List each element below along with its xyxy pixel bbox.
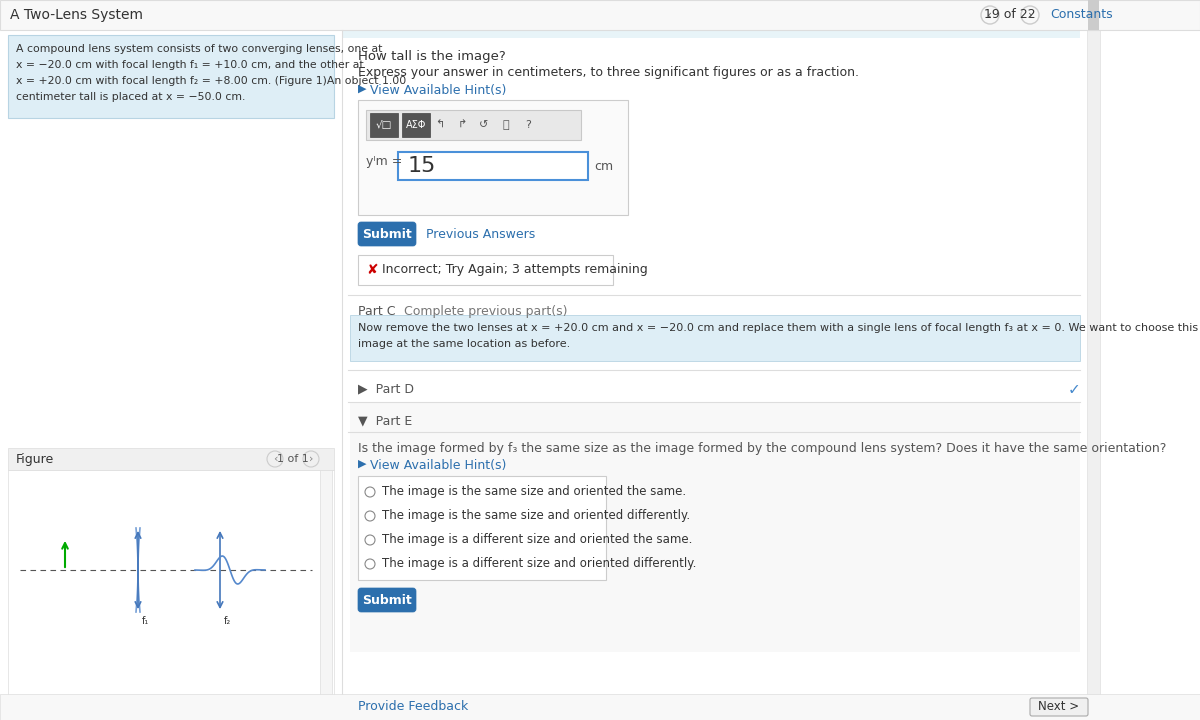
Text: cm: cm xyxy=(594,160,613,173)
Text: ✓: ✓ xyxy=(1068,382,1081,397)
Bar xyxy=(8,470,334,715)
Text: Figure: Figure xyxy=(16,452,54,466)
Text: ‹: ‹ xyxy=(272,454,277,464)
Bar xyxy=(1088,0,1099,30)
Circle shape xyxy=(365,535,374,545)
Text: Constants: Constants xyxy=(1050,9,1112,22)
Bar xyxy=(8,448,334,470)
Bar xyxy=(358,476,606,580)
Text: Previous Answers: Previous Answers xyxy=(426,228,535,240)
Text: A compound lens system consists of two converging lenses, one at: A compound lens system consists of two c… xyxy=(16,44,383,54)
Text: The image is a different size and oriented the same.: The image is a different size and orient… xyxy=(382,534,692,546)
Text: ›: › xyxy=(1027,9,1032,22)
Text: centimeter tall is placed at x = −50.0 cm.: centimeter tall is placed at x = −50.0 c… xyxy=(16,92,245,102)
Bar xyxy=(398,152,588,180)
Text: 15: 15 xyxy=(408,156,437,176)
Text: ‹: ‹ xyxy=(988,9,992,22)
Bar xyxy=(366,110,581,140)
Text: ›: › xyxy=(308,454,313,464)
Text: The image is the same size and oriented differently.: The image is the same size and oriented … xyxy=(382,510,690,523)
Bar xyxy=(320,470,332,715)
Text: 1 of 1: 1 of 1 xyxy=(277,454,308,464)
Circle shape xyxy=(365,511,374,521)
FancyBboxPatch shape xyxy=(358,588,416,612)
Text: View Available Hint(s): View Available Hint(s) xyxy=(370,84,506,97)
Bar xyxy=(358,255,613,285)
Circle shape xyxy=(365,559,374,569)
Bar xyxy=(370,113,398,137)
Text: ?: ? xyxy=(526,120,530,130)
Text: View Available Hint(s): View Available Hint(s) xyxy=(370,459,506,472)
Text: Next >: Next > xyxy=(1038,701,1080,714)
Text: Incorrect; Try Again; 3 attempts remaining: Incorrect; Try Again; 3 attempts remaini… xyxy=(382,264,648,276)
Text: A Two-Lens System: A Two-Lens System xyxy=(10,8,143,22)
Bar xyxy=(0,0,1200,30)
Text: x = −20.0 cm with focal length f₁ = +10.0 cm, and the other at: x = −20.0 cm with focal length f₁ = +10.… xyxy=(16,60,364,70)
Text: Provide Feedback: Provide Feedback xyxy=(358,701,468,714)
Bar xyxy=(350,315,1080,361)
Text: ▼  Part E: ▼ Part E xyxy=(358,414,413,427)
Bar xyxy=(350,402,1080,652)
Bar xyxy=(342,30,1080,38)
Text: Is the image formed by f₃ the same size as the image formed by the compound lens: Is the image formed by f₃ the same size … xyxy=(358,442,1166,455)
Text: ↰: ↰ xyxy=(436,120,445,130)
Circle shape xyxy=(365,487,374,497)
FancyBboxPatch shape xyxy=(1030,698,1088,716)
Bar xyxy=(1087,0,1100,720)
Text: Express your answer in centimeters, to three significant figures or as a fractio: Express your answer in centimeters, to t… xyxy=(358,66,859,79)
Text: f₂: f₂ xyxy=(224,616,232,626)
Text: The image is the same size and oriented the same.: The image is the same size and oriented … xyxy=(382,485,686,498)
Text: image at the same location as before.: image at the same location as before. xyxy=(358,339,570,349)
Text: 19 of 22: 19 of 22 xyxy=(984,9,1036,22)
Text: ✘: ✘ xyxy=(366,263,378,277)
Text: Submit: Submit xyxy=(362,593,412,606)
Text: AΣΦ: AΣΦ xyxy=(406,120,426,130)
Text: yᴵm =: yᴵm = xyxy=(366,156,402,168)
Text: ↺: ↺ xyxy=(479,120,488,130)
Text: ▶: ▶ xyxy=(358,459,370,469)
Text: ▶: ▶ xyxy=(358,84,370,94)
Text: f₁: f₁ xyxy=(142,616,149,626)
Bar xyxy=(8,35,334,118)
Text: The image is a different size and oriented differently.: The image is a different size and orient… xyxy=(382,557,696,570)
FancyBboxPatch shape xyxy=(358,222,416,246)
Bar xyxy=(358,100,628,215)
Text: How tall is the image?: How tall is the image? xyxy=(358,50,505,63)
Text: ▶  Part D: ▶ Part D xyxy=(358,382,414,395)
Text: x = +20.0 cm with focal length f₂ = +8.00 cm. (Figure 1)An object 1.00: x = +20.0 cm with focal length f₂ = +8.0… xyxy=(16,76,407,86)
Text: Complete previous part(s): Complete previous part(s) xyxy=(404,305,568,318)
Text: ↱: ↱ xyxy=(457,120,467,130)
Bar xyxy=(402,113,430,137)
Text: Now remove the two lenses at x = +20.0 cm and x = −20.0 cm and replace them with: Now remove the two lenses at x = +20.0 c… xyxy=(358,323,1200,333)
Text: Submit: Submit xyxy=(362,228,412,240)
Text: Part C: Part C xyxy=(358,305,396,318)
Text: ⎕: ⎕ xyxy=(503,120,509,130)
Text: √□: √□ xyxy=(376,120,392,130)
Bar xyxy=(0,694,1200,720)
